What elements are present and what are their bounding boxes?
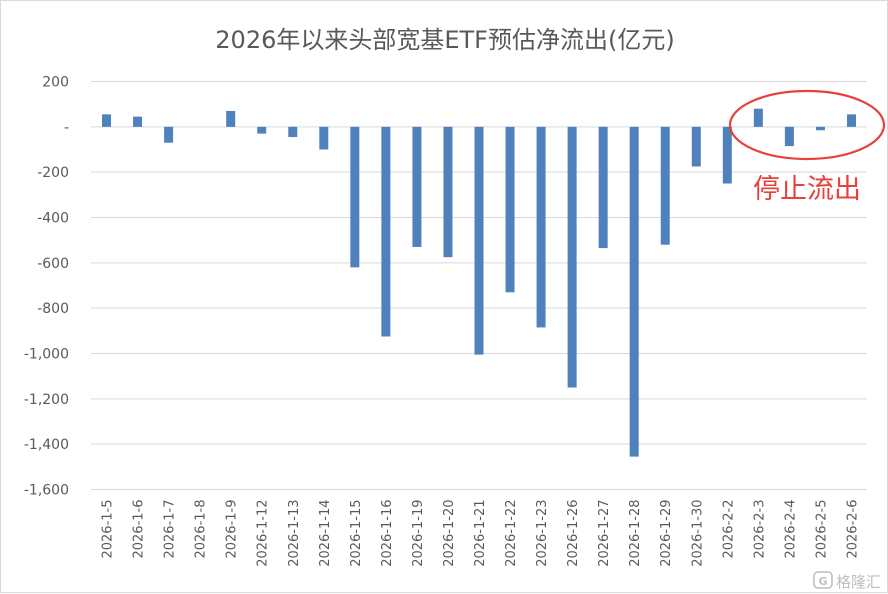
x-tick-label: 2026-1-26 [566, 500, 581, 567]
chart-title: 2026年以来头部宽基ETF预估净流出(亿元) [215, 26, 674, 54]
x-tick-label: 2026-1-21 [473, 500, 488, 567]
y-tick-label: -600 [37, 256, 69, 272]
x-tick-label: 2026-1-30 [690, 500, 705, 567]
y-tick-label: -1,400 [24, 437, 69, 453]
bar [319, 126, 329, 150]
y-tick-label: -1,200 [24, 392, 69, 408]
bar [164, 126, 174, 143]
watermark-text: 格隆汇 [836, 573, 881, 591]
bar [133, 116, 143, 127]
bar [381, 126, 391, 337]
bar [226, 110, 236, 127]
bar [350, 126, 360, 268]
y-tick-label: -1,000 [24, 347, 69, 363]
bar [412, 126, 422, 247]
y-tick-label: 200 [42, 75, 69, 91]
x-axis-ticks: 2026-1-5 2026-1-6 2026-1-7 2026-1-8 2026-1-9… [101, 500, 861, 567]
x-tick-label: 2026-1-19 [411, 500, 426, 567]
bar [443, 126, 453, 258]
bar [505, 126, 515, 293]
y-axis-ticks: 200 - -200 -400 -600 -800 -1,000 -1,200 -1,400 -1… [24, 75, 69, 499]
x-tick-label: 2026-1-16 [380, 500, 395, 567]
bar [288, 126, 298, 138]
bar [629, 126, 639, 457]
x-tick-label: 2026-2-2 [721, 500, 736, 559]
x-tick-label: 2026-1-23 [535, 500, 550, 567]
x-tick-label: 2026-1-12 [256, 500, 271, 567]
x-tick-label: 2026-2-4 [783, 500, 798, 559]
x-tick-label: 2026-1-22 [504, 500, 519, 567]
bar [753, 108, 763, 127]
bar [567, 126, 577, 388]
x-tick-label: 2026-1-28 [628, 500, 643, 567]
x-tick-label: 2026-1-7 [163, 500, 178, 559]
bar [660, 126, 670, 245]
x-tick-label: 2026-2-6 [845, 500, 860, 559]
x-tick-label: 2026-1-29 [659, 500, 674, 567]
y-tick-label: -1,600 [24, 483, 69, 499]
y-tick-label: -800 [37, 301, 69, 317]
x-tick-label: 2026-1-8 [194, 500, 209, 559]
watermark-logo-icon [813, 571, 833, 589]
bar [536, 126, 546, 328]
y-tick-label: - [64, 120, 69, 136]
bar [598, 126, 608, 249]
bar [257, 126, 267, 134]
x-tick-label: 2026-1-6 [132, 500, 147, 559]
x-tick-label: 2026-2-5 [814, 500, 829, 559]
x-tick-label: 2026-1-15 [349, 500, 364, 567]
x-tick-label: 2026-1-14 [318, 500, 333, 567]
bar [784, 126, 794, 147]
x-tick-label: 2026-1-13 [287, 500, 302, 567]
y-tick-label: -200 [37, 165, 69, 181]
annotation-label: 停止流出 [753, 174, 861, 205]
watermark-logo-glyph: G [818, 575, 827, 588]
y-tick-label: -400 [37, 211, 69, 227]
x-tick-label: 2026-1-9 [225, 500, 240, 559]
bar [722, 126, 732, 184]
x-tick-label: 2026-1-27 [597, 500, 612, 567]
x-tick-label: 2026-2-3 [752, 500, 767, 559]
annotation-group: 停止流出 [728, 89, 886, 205]
x-tick-label: 2026-1-20 [442, 500, 457, 567]
bar [474, 126, 484, 355]
bar [815, 126, 825, 131]
bar [102, 114, 112, 127]
highlight-ellipse [728, 89, 886, 161]
bars [102, 108, 856, 457]
bar [691, 126, 701, 167]
x-tick-label: 2026-1-5 [101, 500, 116, 559]
bar [846, 114, 856, 127]
watermark: G 格隆汇 [813, 571, 881, 591]
